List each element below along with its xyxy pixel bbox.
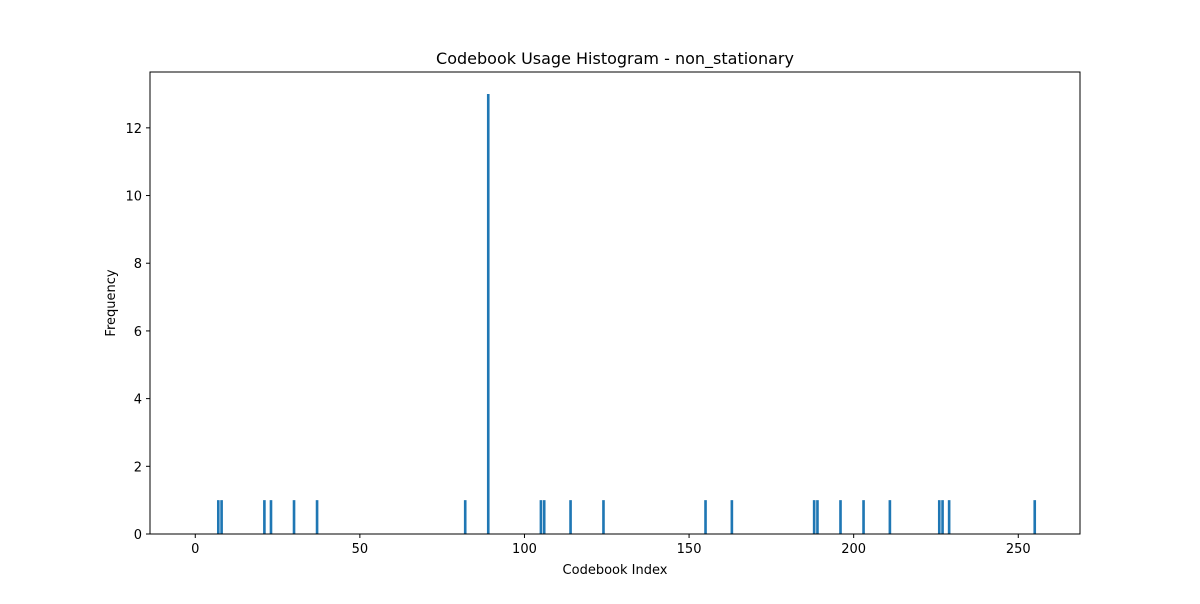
- bar: [569, 500, 572, 534]
- bar: [263, 500, 266, 534]
- y-tick-label: 2: [134, 460, 142, 475]
- bar: [269, 500, 273, 534]
- bar: [216, 500, 220, 534]
- bars-layer: [216, 94, 1037, 534]
- bar: [888, 500, 892, 534]
- bar: [1033, 500, 1037, 534]
- y-tick-label: 4: [134, 393, 142, 408]
- x-axis-label: Codebook Index: [563, 563, 668, 578]
- bar: [812, 500, 816, 534]
- bar: [486, 94, 490, 534]
- x-tick-label: 150: [677, 542, 702, 557]
- y-tick-label: 12: [125, 122, 142, 137]
- bar: [937, 500, 941, 534]
- chart-title: Codebook Usage Histogram - non_stationar…: [436, 49, 794, 69]
- x-tick-label: 50: [352, 542, 369, 557]
- bar: [539, 500, 543, 534]
- bar: [542, 500, 546, 534]
- bar: [862, 500, 865, 534]
- plot-frame: [149, 71, 1081, 535]
- bar: [816, 500, 819, 534]
- y-axis-label: Frequency: [104, 269, 119, 336]
- y-tick-label: 0: [134, 528, 142, 543]
- x-tick-label: 250: [1006, 542, 1031, 557]
- x-tick-label: 200: [841, 542, 866, 557]
- bar: [941, 500, 944, 534]
- bar: [463, 500, 467, 534]
- x-axis-ticks: 0 50 100 150 200 250: [191, 534, 1031, 557]
- bar: [704, 500, 707, 534]
- bar: [220, 500, 223, 534]
- y-tick-label: 6: [134, 325, 142, 340]
- bar: [947, 500, 951, 534]
- bar: [602, 500, 605, 534]
- x-tick-label: 0: [191, 542, 199, 557]
- bar: [839, 500, 842, 534]
- bar: [315, 500, 319, 534]
- bar: [292, 500, 296, 534]
- bar: [730, 500, 734, 534]
- y-axis-ticks: 0 2 4 6 8 10 12: [125, 122, 150, 543]
- y-tick-label: 10: [125, 190, 142, 205]
- x-tick-label: 100: [512, 542, 537, 557]
- y-tick-label: 8: [134, 257, 142, 272]
